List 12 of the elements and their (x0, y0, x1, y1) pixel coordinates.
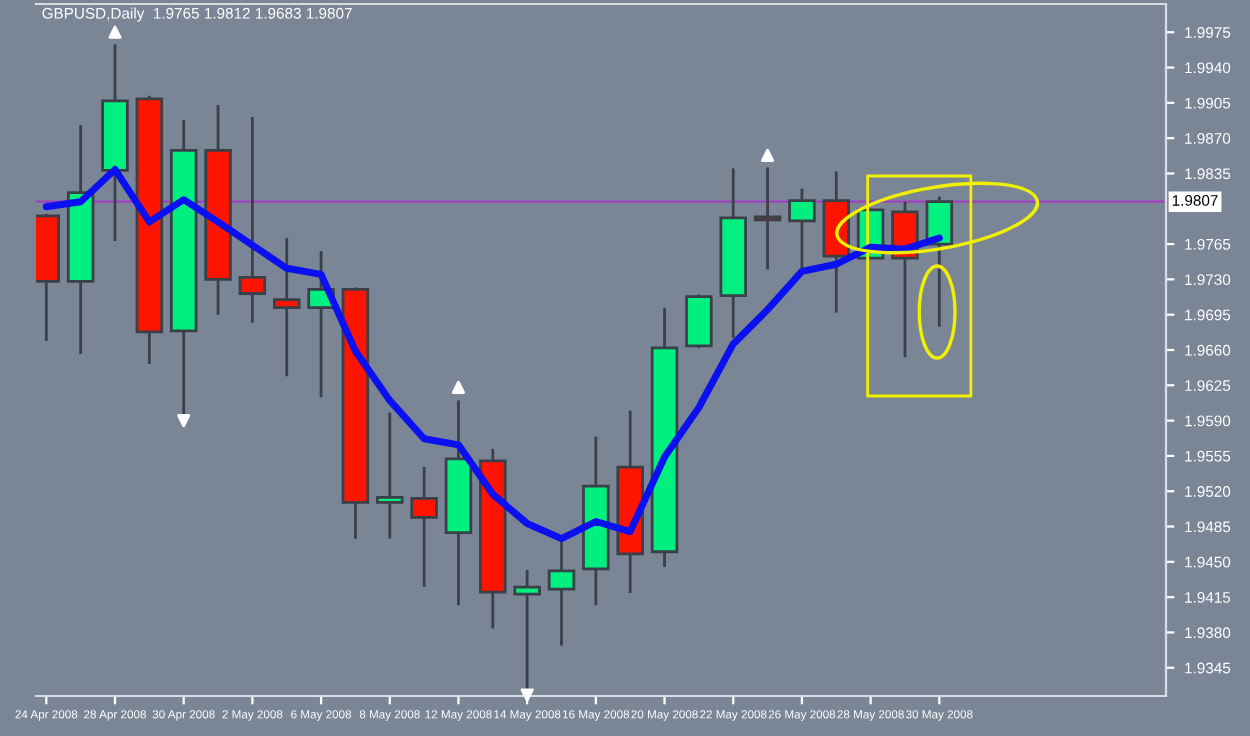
point (520, 688, 534, 702)
point (108, 25, 122, 39)
candlestick (410, 465, 438, 589)
point (451, 380, 466, 394)
candlestick (238, 115, 267, 325)
candlestick (547, 539, 576, 647)
candlestick (788, 187, 816, 270)
point (177, 414, 191, 428)
candlestick (376, 411, 404, 541)
point (760, 148, 775, 162)
candlestick (753, 166, 782, 271)
candlestick (272, 236, 301, 378)
